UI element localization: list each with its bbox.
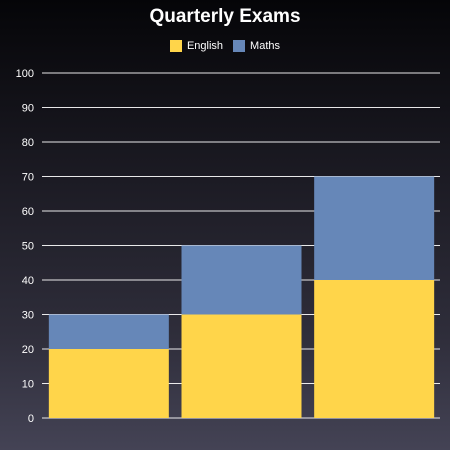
y-tick-label: 100: [16, 68, 34, 80]
bar-maths-2: [181, 245, 302, 315]
legend-swatch-english: [169, 40, 182, 52]
legend-item-maths: Maths: [233, 40, 280, 52]
chart-title: Quarterly Exams: [149, 6, 301, 27]
y-tick-label: 40: [22, 275, 34, 287]
y-tick-label: 20: [22, 344, 34, 356]
bar-maths-1: [48, 314, 169, 349]
y-tick-label: 30: [22, 310, 34, 322]
y-tick-label: 50: [22, 241, 34, 253]
bar-maths-3: [314, 176, 435, 280]
y-tick-label: 90: [22, 103, 34, 115]
bar-english-1: [48, 349, 169, 418]
legend: English Maths: [0, 40, 450, 52]
bar-english-2: [181, 314, 302, 418]
legend-item-english: English: [169, 40, 224, 52]
legend-label-maths: Maths: [250, 40, 281, 52]
y-tick-label: 80: [22, 137, 34, 149]
y-tick-label: 0: [28, 413, 34, 425]
bar-english-3: [314, 280, 435, 418]
y-tick-label: 10: [22, 379, 34, 391]
y-tick-label: 70: [22, 172, 34, 184]
legend-label-english: English: [186, 40, 224, 52]
y-tick-label: 60: [22, 206, 34, 218]
legend-swatch-maths: [233, 40, 246, 52]
